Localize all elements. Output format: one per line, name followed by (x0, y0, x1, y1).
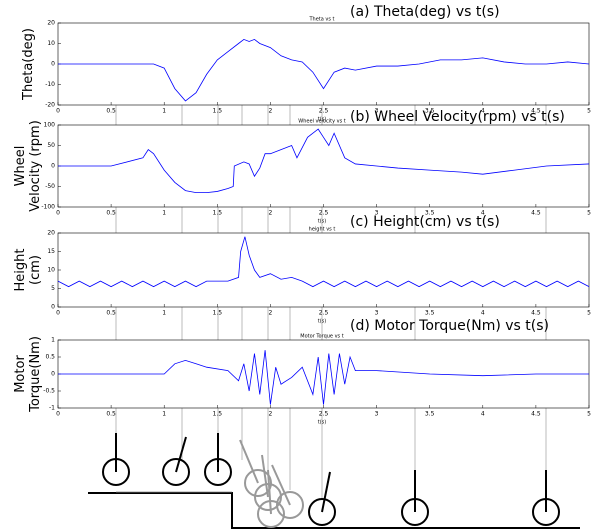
y-axis-label: MotorTorque(Nm) (13, 336, 43, 413)
x-tick-label: 5 (587, 210, 591, 217)
y-tick-label: 10 (47, 267, 55, 274)
chart-subtitle: Theta vs t (308, 17, 334, 23)
y-tick-label: 0 (51, 304, 55, 311)
chart-title: (b) Wheel Velocity(rpm) vs t(s) (350, 109, 565, 125)
x-tick-label: 1 (162, 411, 166, 418)
y-axis-label-line: (cm) (28, 255, 43, 285)
chart-subtitle: Motor Torque vs t (300, 334, 343, 340)
x-tick-label: 0.5 (106, 108, 116, 115)
x-tick-label: 5 (587, 108, 591, 115)
y-tick-label: -20 (45, 102, 55, 109)
x-tick-label: 3 (375, 310, 379, 317)
y-axis-label-line: Theta(deg) (21, 28, 36, 101)
x-tick-label: 1.5 (213, 210, 223, 217)
x-tick-label: 3 (375, 210, 379, 217)
x-tick-label: 0.5 (106, 310, 116, 317)
x-tick-label: 2.5 (319, 108, 329, 115)
x-tick-label: 0 (56, 310, 60, 317)
x-tick-label: 2 (268, 210, 272, 217)
y-tick-label: 5 (51, 285, 55, 292)
data-line (57, 236, 590, 288)
x-tick-label: 0 (56, 411, 60, 418)
x-tick-label: 4 (481, 310, 485, 317)
data-line (58, 38, 590, 102)
x-tick-label: 4.5 (531, 210, 541, 217)
y-tick-label: -100 (41, 204, 55, 211)
y-tick-label: 100 (44, 122, 56, 129)
x-axis-label: t(s) (318, 420, 327, 426)
x-tick-label: 4.5 (531, 310, 541, 317)
plot-area (57, 232, 590, 308)
plot-area (57, 124, 590, 208)
y-axis-label: Height(cm) (13, 249, 43, 292)
x-tick-label: 4 (481, 411, 485, 418)
x-tick-label: 2 (268, 411, 272, 418)
y-tick-label: 10 (47, 40, 55, 47)
y-tick-label: -1 (49, 405, 55, 412)
x-tick-label: 2 (268, 310, 272, 317)
x-axis-label: t(s) (318, 117, 327, 123)
y-axis-label: WheelVelocity (rpm) (13, 120, 43, 212)
chart-title: (d) Motor Torque(Nm) vs t(s) (350, 318, 549, 334)
x-tick-label: 3 (375, 411, 379, 418)
x-tick-label: 5 (587, 310, 591, 317)
y-axis-label: Theta(deg) (21, 28, 36, 101)
x-axis-label: t(s) (318, 219, 327, 225)
y-tick-label: 20 (47, 230, 55, 237)
x-tick-label: 4 (481, 210, 485, 217)
y-tick-label: 0 (51, 371, 55, 378)
y-axis-label-line: Torque(Nm) (28, 336, 43, 413)
y-tick-label: 50 (47, 142, 55, 149)
x-tick-label: 1 (162, 210, 166, 217)
y-tick-label: 0 (51, 61, 55, 68)
x-tick-label: 0 (56, 210, 60, 217)
data-line (58, 350, 589, 405)
x-tick-label: 4.5 (531, 411, 541, 418)
y-axis-label-line: Wheel (13, 146, 28, 187)
x-tick-label: 1 (162, 108, 166, 115)
x-tick-label: 3.5 (425, 411, 435, 418)
x-tick-label: 0.5 (106, 210, 116, 217)
x-tick-label: 3.5 (425, 310, 435, 317)
y-tick-label: 0.5 (45, 354, 55, 361)
x-tick-label: 2.5 (319, 210, 329, 217)
x-tick-label: 1 (162, 310, 166, 317)
y-tick-label: -50 (45, 183, 55, 190)
x-tick-label: 4.5 (531, 108, 541, 115)
x-tick-label: 3.5 (425, 210, 435, 217)
x-tick-label: 2 (268, 108, 272, 115)
y-tick-label: 20 (47, 20, 55, 27)
x-tick-label: 3.5 (425, 108, 435, 115)
chart-title: (c) Height(cm) vs t(s) (350, 214, 500, 230)
x-tick-label: 2.5 (319, 310, 329, 317)
robot-diagram (88, 433, 580, 529)
y-tick-label: 15 (47, 248, 55, 255)
x-tick-label: 3 (375, 108, 379, 115)
y-axis-label-line: Height (13, 249, 28, 292)
x-tick-label: 0 (56, 108, 60, 115)
y-axis-label-line: Motor (13, 355, 28, 393)
chart-subtitle: Wheel velocity vs t (298, 119, 346, 125)
x-tick-label: 0.5 (106, 411, 116, 418)
x-tick-label: 1.5 (213, 411, 223, 418)
y-tick-label: -10 (45, 81, 55, 88)
y-tick-label: -0.5 (43, 388, 55, 395)
x-tick-label: 4 (481, 108, 485, 115)
y-tick-label: 1 (51, 337, 55, 344)
x-tick-label: 5 (587, 411, 591, 418)
x-axis-label: t(s) (318, 319, 327, 325)
x-tick-label: 2.5 (319, 411, 329, 418)
data-line (58, 128, 590, 194)
chart-title: (a) Theta(deg) vs t(s) (350, 4, 500, 20)
chart-subtitle: height vs t (309, 227, 336, 233)
x-tick-label: 1.5 (213, 108, 223, 115)
x-tick-label: 1.5 (213, 310, 223, 317)
y-tick-label: 0 (51, 163, 55, 170)
y-axis-label-line: Velocity (rpm) (28, 120, 43, 212)
